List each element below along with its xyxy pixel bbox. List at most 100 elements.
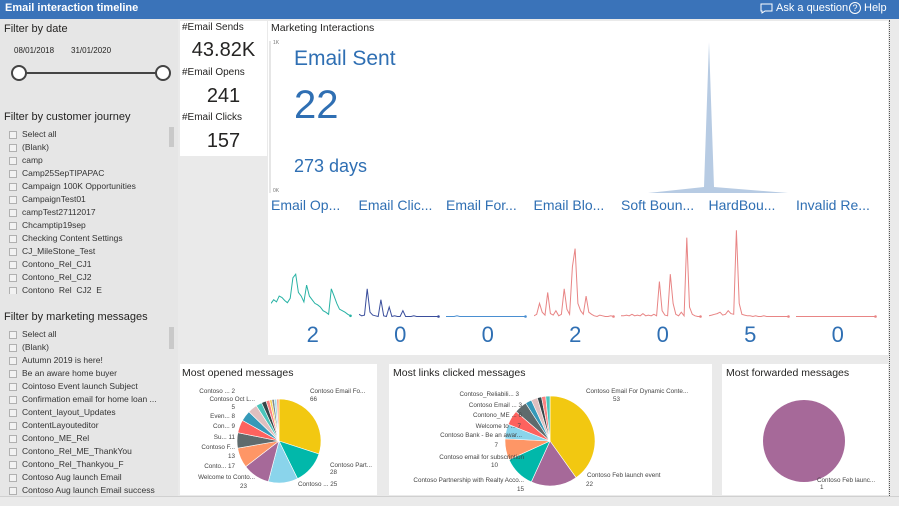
- pie-label: 13: [227, 453, 235, 460]
- date-slider-end-handle[interactable]: [155, 65, 171, 81]
- checkbox[interactable]: [9, 473, 17, 482]
- slicer-item[interactable]: Checking Content Settings: [9, 232, 167, 245]
- slicer-item[interactable]: Autumn 2019 is here!: [9, 354, 167, 367]
- checkbox[interactable]: [9, 447, 17, 456]
- checkbox[interactable]: [9, 234, 17, 243]
- help-button[interactable]: ? Help: [849, 2, 887, 14]
- most-clicked-panel: Most links clicked messages Contoso_Reli…: [389, 364, 712, 495]
- slicer-item-label: Content_layout_Updates: [22, 407, 116, 417]
- checkbox[interactable]: [9, 221, 17, 230]
- slicer-item[interactable]: Contono_Rel_CJ1: [9, 258, 167, 271]
- slicer-item[interactable]: Cointoso Event launch Subject: [9, 380, 167, 393]
- checkbox[interactable]: [9, 395, 17, 404]
- slicer-item[interactable]: Select all: [9, 128, 167, 141]
- kpi-label: #Email Sends: [182, 22, 244, 33]
- slicer-item[interactable]: (Blank): [9, 341, 167, 354]
- title-bar: Email interaction timeline Ask a questio…: [0, 0, 899, 19]
- pie-label: Contoso Email Fo...: [310, 388, 366, 395]
- checkbox[interactable]: [9, 143, 17, 152]
- small-multiple-value: 0: [481, 322, 494, 347]
- pie-label: Contoso ... 2: [199, 388, 235, 395]
- slicer-item-label: Autumn 2019 is here!: [22, 355, 103, 365]
- slicer-item[interactable]: Contoso Aug launch Email: [9, 471, 167, 484]
- slicer-item[interactable]: (Blank): [9, 141, 167, 154]
- most-clicked-title: Most links clicked messages: [393, 367, 526, 379]
- checkbox[interactable]: [9, 343, 17, 352]
- series-last-point: [349, 314, 352, 318]
- email-sent-spike: [648, 42, 788, 193]
- pie-label: Contoso Bank - Be an awar...: [440, 432, 522, 439]
- pie-label: Welcome to ... 7: [475, 423, 521, 430]
- series-line: [358, 288, 438, 318]
- small-multiple-title: Email Op...: [271, 197, 341, 213]
- slicer-item[interactable]: Contono_Rel_CJ2: [9, 271, 167, 284]
- slicer-item[interactable]: Contoso Aug launch Email success: [9, 484, 167, 496]
- small-multiple-title: HardBou...: [708, 197, 776, 213]
- date-start: 08/01/2018: [14, 46, 55, 55]
- ask-question-button[interactable]: Ask a question: [760, 2, 848, 14]
- pie-label: Con... 9: [212, 423, 235, 430]
- pie-label: Contoso Oct L...: [209, 396, 256, 403]
- checkbox[interactable]: [9, 273, 17, 282]
- checkbox[interactable]: [9, 421, 17, 430]
- slicer-item-label: Campaign 100K Opportunities: [22, 181, 136, 191]
- slicer-item[interactable]: Contono_ME_Rel: [9, 432, 167, 445]
- date-slider-start-handle[interactable]: [11, 65, 27, 81]
- help-label: Help: [864, 2, 887, 14]
- messages-scrollbar[interactable]: [169, 327, 174, 349]
- checkbox[interactable]: [9, 460, 17, 469]
- pie-slice: [545, 395, 551, 442]
- small-multiple-line: [271, 272, 352, 318]
- checkbox[interactable]: [9, 486, 17, 495]
- slicer-item[interactable]: camp: [9, 154, 167, 167]
- slicer-item[interactable]: CampaignTest01: [9, 193, 167, 206]
- slicer-item-label: Contoso Aug launch Email success: [22, 485, 155, 495]
- slicer-item-label: campTest27112017: [22, 207, 96, 217]
- pie-label: Contoso Partnership with Realty Acco...: [413, 477, 524, 484]
- slicer-item[interactable]: Campaign 100K Opportunities: [9, 180, 167, 193]
- small-multiple-line: [708, 230, 790, 318]
- help-icon: ?: [849, 2, 861, 14]
- checkbox[interactable]: [9, 169, 17, 178]
- checkbox[interactable]: [9, 182, 17, 191]
- checkbox[interactable]: [9, 330, 17, 339]
- slicer-item[interactable]: ContentLayouteditor: [9, 419, 167, 432]
- series-last-point: [874, 315, 877, 318]
- slicer-item[interactable]: Content_layout_Updates: [9, 406, 167, 419]
- small-multiple-title: Email Blo...: [533, 197, 605, 213]
- small-multiple-title: Email Clic...: [358, 197, 433, 213]
- slicer-item[interactable]: Contono_Rel_CJ2_E: [9, 284, 167, 294]
- checkbox[interactable]: [9, 408, 17, 417]
- checkbox[interactable]: [9, 286, 17, 294]
- checkbox[interactable]: [9, 356, 17, 365]
- slicer-item[interactable]: Contono_Rel_ME_ThankYou: [9, 445, 167, 458]
- kpi-card-clicks: #Email Clicks 157: [180, 111, 267, 156]
- slicer-item[interactable]: CJ_MileStone_Test: [9, 245, 167, 258]
- kpi-value: 241: [206, 85, 241, 107]
- axis-bottom-label: 0K: [273, 188, 280, 194]
- checkbox[interactable]: [9, 208, 17, 217]
- slicer-item[interactable]: campTest27112017: [9, 206, 167, 219]
- slicer-item[interactable]: Select all: [9, 328, 167, 341]
- checkbox[interactable]: [9, 195, 17, 204]
- slicer-item[interactable]: Confirmation email for home loan ...: [9, 393, 167, 406]
- pie-label: Contoso Part...: [330, 462, 372, 469]
- checkbox[interactable]: [9, 130, 17, 139]
- pie-slice: [276, 398, 280, 442]
- slicer-item[interactable]: Contono_Rel_Thankyou_F: [9, 458, 167, 471]
- checkbox[interactable]: [9, 156, 17, 165]
- checkbox[interactable]: [9, 434, 17, 443]
- slicer-item[interactable]: Camp25SepTIPAPAC: [9, 167, 167, 180]
- journey-scrollbar[interactable]: [169, 127, 174, 147]
- kpi-card-opens: #Email Opens 241: [180, 66, 267, 111]
- slicer-item[interactable]: Chcamptip19sep: [9, 219, 167, 232]
- slicer-item-label: CJ_MileStone_Test: [22, 246, 96, 256]
- checkbox[interactable]: [9, 382, 17, 391]
- small-multiple-line: [796, 315, 877, 318]
- axis-top-label: 1K: [273, 40, 280, 46]
- checkbox[interactable]: [9, 247, 17, 256]
- slicer-item[interactable]: Be an aware home buyer: [9, 367, 167, 380]
- checkbox[interactable]: [9, 369, 17, 378]
- metric-value: 22: [294, 83, 339, 127]
- checkbox[interactable]: [9, 260, 17, 269]
